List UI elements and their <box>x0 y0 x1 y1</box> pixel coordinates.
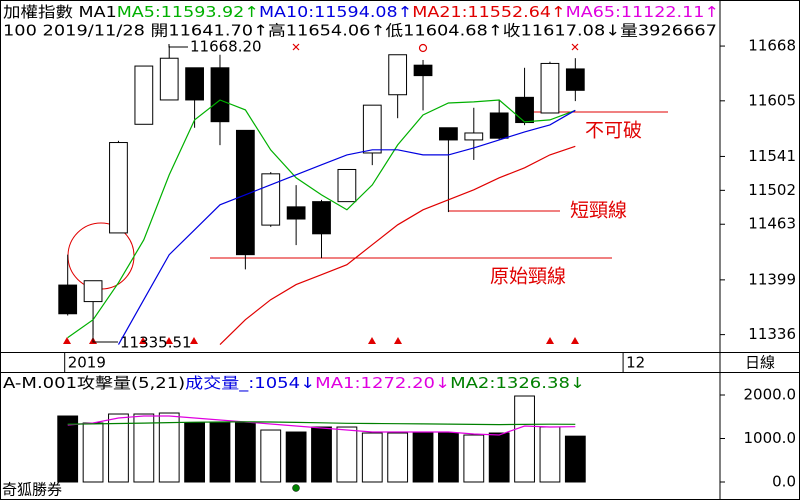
candle-body <box>515 96 534 124</box>
candle-body <box>159 57 179 101</box>
legend-entry: MA10:11594.08↑ <box>259 3 412 21</box>
candle-body <box>109 142 128 234</box>
brand-label: 奇狐勝券 <box>2 481 62 499</box>
candle-body <box>337 168 357 203</box>
legend-entry: MA1:1272.20↓ <box>315 374 450 392</box>
annotation: 11668.20 <box>190 38 262 56</box>
candle-body <box>286 206 306 220</box>
x-tick-label: 2019 <box>68 354 106 372</box>
y-tick-label: 0.0 <box>772 472 796 490</box>
volume-bar <box>336 426 358 483</box>
y-tick-label: 11502 <box>748 181 796 199</box>
volume-bar <box>209 422 231 483</box>
ma-line <box>117 109 576 345</box>
volume-bar <box>539 426 561 483</box>
volume-bar <box>514 395 535 483</box>
volume-bar <box>260 429 282 483</box>
volume-bar <box>311 426 332 483</box>
candle-body <box>235 129 255 256</box>
volume-bar <box>184 422 205 483</box>
volume-bar <box>564 435 586 483</box>
candle-body <box>362 104 382 154</box>
candle-body <box>464 132 484 141</box>
volume-bar <box>234 422 256 483</box>
x-tick-label: 12 <box>626 354 645 372</box>
candle-body <box>312 201 331 235</box>
candle-body <box>413 64 433 77</box>
volume-bar <box>463 434 485 483</box>
candle-body <box>185 67 204 101</box>
header: 加權指數 MA1 MA5:11593.92↑ MA10:11594.08↑ MA21:… <box>3 3 719 21</box>
y-tick-label: 11668 <box>748 37 796 55</box>
legend-entry: 加權指數 MA1 <box>3 3 117 21</box>
volume-bar <box>82 422 104 483</box>
leader-line <box>168 44 188 48</box>
y-tick-label: 11463 <box>748 215 796 233</box>
candle-body <box>489 112 509 139</box>
annotation: 不可破 <box>585 120 642 142</box>
header: A-M.001攻擊量(5,21) 成交量_:1054↓ MA1:1272.20↓ MA… <box>3 374 585 393</box>
candle-body <box>540 62 560 114</box>
volume-bar <box>488 432 510 483</box>
legend-entry: A-M.001攻擊量(5,21) <box>3 374 185 392</box>
candle-body <box>58 284 78 315</box>
y-tick-label: 11541 <box>748 147 796 165</box>
y-tick-label: 11399 <box>748 270 796 288</box>
volume-bar <box>387 432 409 483</box>
ma-line <box>67 99 576 339</box>
period-label: 日線 <box>745 354 775 372</box>
candle-body <box>439 127 458 141</box>
volume-bar <box>438 432 459 483</box>
volume-bar <box>133 413 155 483</box>
legend-entry: MA2:1326.38↓ <box>450 374 585 392</box>
signal-marks <box>292 43 579 53</box>
legend-entry: 成交量_:1054↓ <box>185 374 315 393</box>
candle-body <box>83 280 103 303</box>
legend-entry: MA21:11552.64↑ <box>412 3 565 21</box>
y-tick-label: 11605 <box>748 91 796 109</box>
volume-bar <box>57 415 79 483</box>
volume-bar <box>158 412 180 483</box>
volume-ma-line <box>67 415 576 436</box>
legend-entry: MA65:11122.11↑ <box>566 3 719 21</box>
volume-bar <box>285 431 307 483</box>
legend-entry: MA5:11593.92↑ <box>117 3 259 21</box>
y-tick-label: 2000.0 <box>744 386 797 404</box>
annotation: 11335.51 <box>120 334 192 352</box>
candle-body <box>210 67 230 123</box>
y-tick-label: 1000.0 <box>744 429 797 447</box>
candle-body <box>565 68 585 91</box>
info-line: 100 2019/11/28 開11641.70↑高11654.06↑低1160… <box>3 22 717 40</box>
volume-bar <box>108 413 129 483</box>
annotation: 原始頸線 <box>490 266 566 288</box>
annotation: 短頸線 <box>570 200 627 222</box>
y-tick-label: 11336 <box>748 325 796 343</box>
volume-bar <box>412 431 434 483</box>
candle-body <box>261 173 281 226</box>
candle-body <box>388 54 408 96</box>
volume-bar <box>361 432 383 483</box>
candle-body <box>134 65 154 125</box>
volume-ma-line <box>67 421 576 426</box>
ma-line <box>219 145 576 346</box>
